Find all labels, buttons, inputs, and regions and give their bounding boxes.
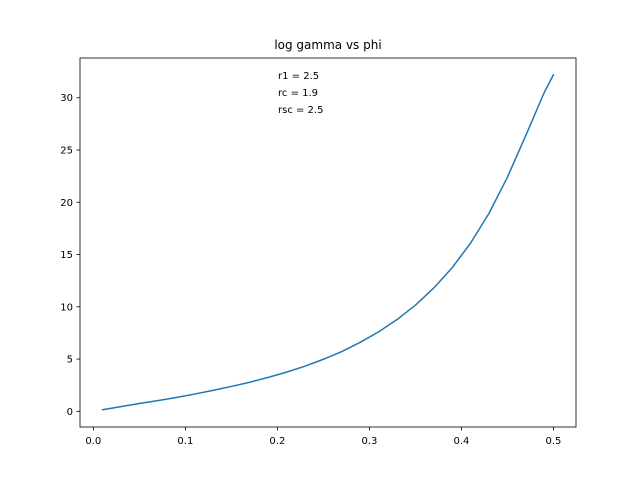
x-tick-label: 0.3 (361, 436, 377, 447)
y-tick-label: 10 (60, 302, 73, 313)
annotation-block: r1 = 2.5 rc = 1.9 rsc = 2.5 (278, 71, 323, 116)
annotation-r1: r1 = 2.5 (278, 71, 319, 82)
y-tick-label: 30 (60, 93, 73, 104)
axes-frame (79, 57, 577, 428)
x-tick-label: 0.0 (85, 436, 101, 447)
y-tick-label: 20 (60, 198, 73, 209)
x-tick-label: 0.4 (453, 436, 469, 447)
x-tick-label: 0.5 (546, 436, 562, 447)
plot-area: 0.0 0.1 0.2 0.3 0.4 0.5 0 5 10 15 20 25 30 (60, 73, 562, 447)
annotation-rc: rc = 1.9 (278, 88, 318, 99)
y-tick-label: 0 (67, 407, 73, 418)
x-tick-label: 0.1 (177, 436, 193, 447)
y-tick-label: 25 (60, 145, 73, 156)
y-tick-label: 5 (67, 355, 73, 366)
series-line (101, 73, 555, 411)
chart-title: log gamma vs phi (274, 38, 381, 52)
x-tick-label: 0.2 (269, 436, 285, 447)
y-tick-label: 15 (60, 250, 73, 261)
annotation-rsc: rsc = 2.5 (278, 105, 323, 116)
